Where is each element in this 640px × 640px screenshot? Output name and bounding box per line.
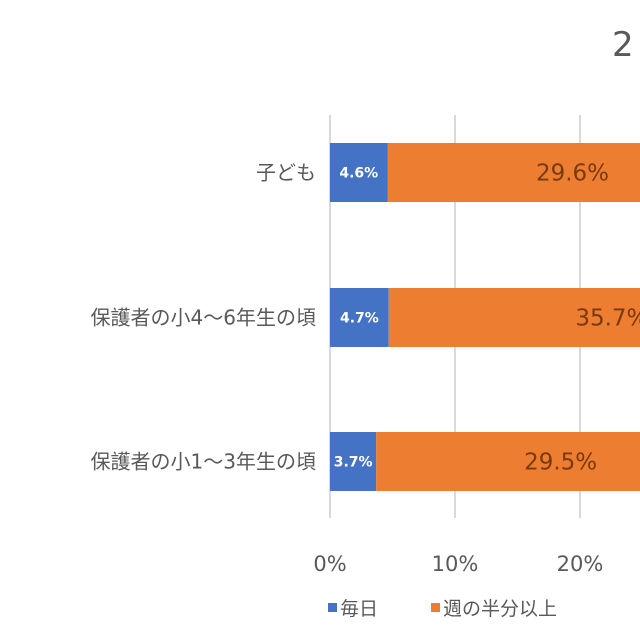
x-tick-label: 10% <box>432 552 479 576</box>
category-label: 子ども <box>256 161 316 185</box>
bar-segment-daily <box>330 288 389 347</box>
data-label: 35.7% <box>575 306 640 332</box>
data-label: 4.7% <box>340 311 379 327</box>
bar-segment-half-week <box>376 432 640 491</box>
category-label: 保護者の小1～3年生の頃 <box>91 450 316 474</box>
bar-segment-daily <box>330 432 377 491</box>
legend: 毎日 週の半分以上 <box>328 598 557 620</box>
legend-label-daily: 毎日 <box>340 598 378 620</box>
legend-label-half-week: 週の半分以上 <box>443 598 557 620</box>
chart-title: 2 <box>612 25 634 65</box>
data-label: 29.5% <box>524 450 597 476</box>
data-label: 3.7% <box>334 455 373 471</box>
x-tick-label: 0% <box>313 552 346 576</box>
category-label: 保護者の小4～6年生の頃 <box>91 306 316 330</box>
x-tick-label: 20% <box>557 552 604 576</box>
data-label: 4.6% <box>339 166 378 182</box>
legend-swatch-half-week <box>431 603 440 612</box>
data-label: 29.6% <box>536 161 609 187</box>
bar-segment-half-week <box>387 143 640 202</box>
bar-segment-daily <box>330 143 388 202</box>
bar-segment-half-week <box>388 288 640 347</box>
legend-swatch-daily <box>328 603 337 612</box>
